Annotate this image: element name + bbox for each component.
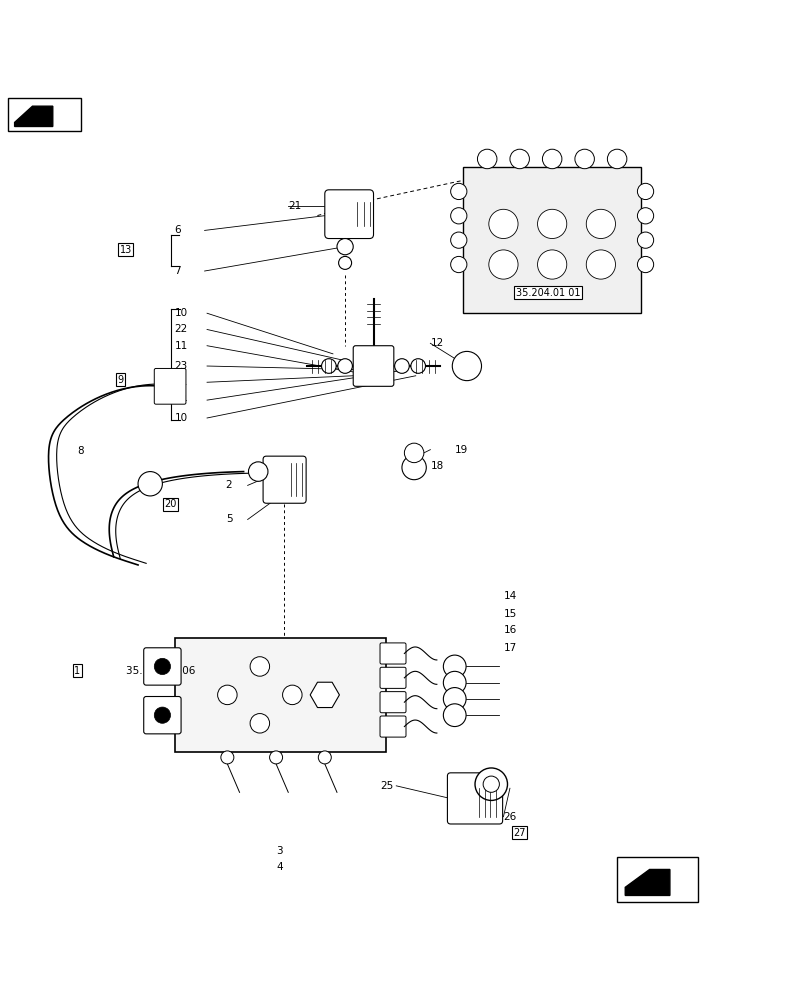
Text: 16: 16 <box>503 625 516 635</box>
FancyBboxPatch shape <box>174 638 385 752</box>
Circle shape <box>637 183 653 200</box>
Text: 18: 18 <box>430 461 443 471</box>
Circle shape <box>248 462 268 481</box>
Circle shape <box>217 685 237 705</box>
Bar <box>8 98 81 131</box>
Text: 27: 27 <box>513 828 526 838</box>
Polygon shape <box>15 106 53 126</box>
Text: 20: 20 <box>164 499 177 509</box>
Circle shape <box>537 209 566 239</box>
Text: 3: 3 <box>276 846 282 856</box>
Circle shape <box>337 239 353 255</box>
Circle shape <box>337 359 352 373</box>
Text: 25: 25 <box>380 781 393 791</box>
Circle shape <box>443 704 466 727</box>
Text: 23: 23 <box>174 361 187 371</box>
Text: 9: 9 <box>117 375 123 385</box>
Text: 4: 4 <box>276 862 282 872</box>
Text: 35.124.01 06: 35.124.01 06 <box>126 666 195 676</box>
FancyBboxPatch shape <box>144 697 181 734</box>
Text: 7: 7 <box>174 266 181 276</box>
FancyBboxPatch shape <box>462 167 641 313</box>
Text: 11: 11 <box>174 377 187 387</box>
FancyBboxPatch shape <box>324 190 373 239</box>
Circle shape <box>443 671 466 694</box>
Text: 2: 2 <box>225 480 232 490</box>
Circle shape <box>483 776 499 792</box>
Circle shape <box>450 256 466 273</box>
FancyBboxPatch shape <box>380 643 406 664</box>
Circle shape <box>537 250 566 279</box>
Circle shape <box>250 714 269 733</box>
Circle shape <box>637 232 653 248</box>
Circle shape <box>250 657 269 676</box>
Circle shape <box>607 149 626 169</box>
Circle shape <box>443 688 466 710</box>
FancyBboxPatch shape <box>380 716 406 737</box>
Text: 19: 19 <box>454 445 467 455</box>
Text: 8: 8 <box>77 446 84 456</box>
Circle shape <box>321 359 336 373</box>
Circle shape <box>401 455 426 480</box>
Circle shape <box>282 685 302 705</box>
Text: 13: 13 <box>119 245 132 255</box>
Text: 12: 12 <box>430 338 443 348</box>
Circle shape <box>404 443 423 463</box>
Text: 21: 21 <box>288 201 301 211</box>
Polygon shape <box>310 682 339 708</box>
Circle shape <box>450 208 466 224</box>
Text: 5: 5 <box>225 514 232 524</box>
Circle shape <box>338 256 351 269</box>
Circle shape <box>154 707 170 723</box>
Text: 22: 22 <box>174 324 187 334</box>
FancyBboxPatch shape <box>154 368 186 404</box>
Circle shape <box>637 208 653 224</box>
Circle shape <box>410 359 425 373</box>
Circle shape <box>269 751 282 764</box>
FancyBboxPatch shape <box>144 648 181 685</box>
Circle shape <box>221 751 234 764</box>
Text: 26: 26 <box>503 812 516 822</box>
Circle shape <box>138 472 162 496</box>
Circle shape <box>637 256 653 273</box>
Circle shape <box>474 768 507 800</box>
FancyBboxPatch shape <box>353 346 393 386</box>
Circle shape <box>154 658 170 675</box>
Text: 35.204.01 01: 35.204.01 01 <box>515 288 580 298</box>
FancyBboxPatch shape <box>447 773 502 824</box>
Text: 17: 17 <box>503 643 516 653</box>
Text: 10: 10 <box>174 413 187 423</box>
Circle shape <box>586 250 615 279</box>
Circle shape <box>450 232 466 248</box>
Circle shape <box>477 149 496 169</box>
Bar <box>616 857 697 902</box>
Circle shape <box>318 751 331 764</box>
Circle shape <box>450 183 466 200</box>
Text: 6: 6 <box>174 225 181 235</box>
FancyBboxPatch shape <box>380 692 406 713</box>
Circle shape <box>443 655 466 678</box>
Circle shape <box>394 359 409 373</box>
FancyBboxPatch shape <box>380 667 406 688</box>
Polygon shape <box>624 869 669 895</box>
FancyBboxPatch shape <box>263 456 306 503</box>
Circle shape <box>574 149 594 169</box>
Circle shape <box>509 149 529 169</box>
Circle shape <box>488 250 517 279</box>
Circle shape <box>452 351 481 381</box>
Text: 1: 1 <box>74 666 80 676</box>
Text: 11: 11 <box>174 341 187 351</box>
Circle shape <box>542 149 561 169</box>
Text: 15: 15 <box>503 609 516 619</box>
Circle shape <box>586 209 615 239</box>
Circle shape <box>488 209 517 239</box>
Text: 14: 14 <box>503 591 516 601</box>
Text: 10: 10 <box>174 308 187 318</box>
Text: 24: 24 <box>174 395 187 405</box>
